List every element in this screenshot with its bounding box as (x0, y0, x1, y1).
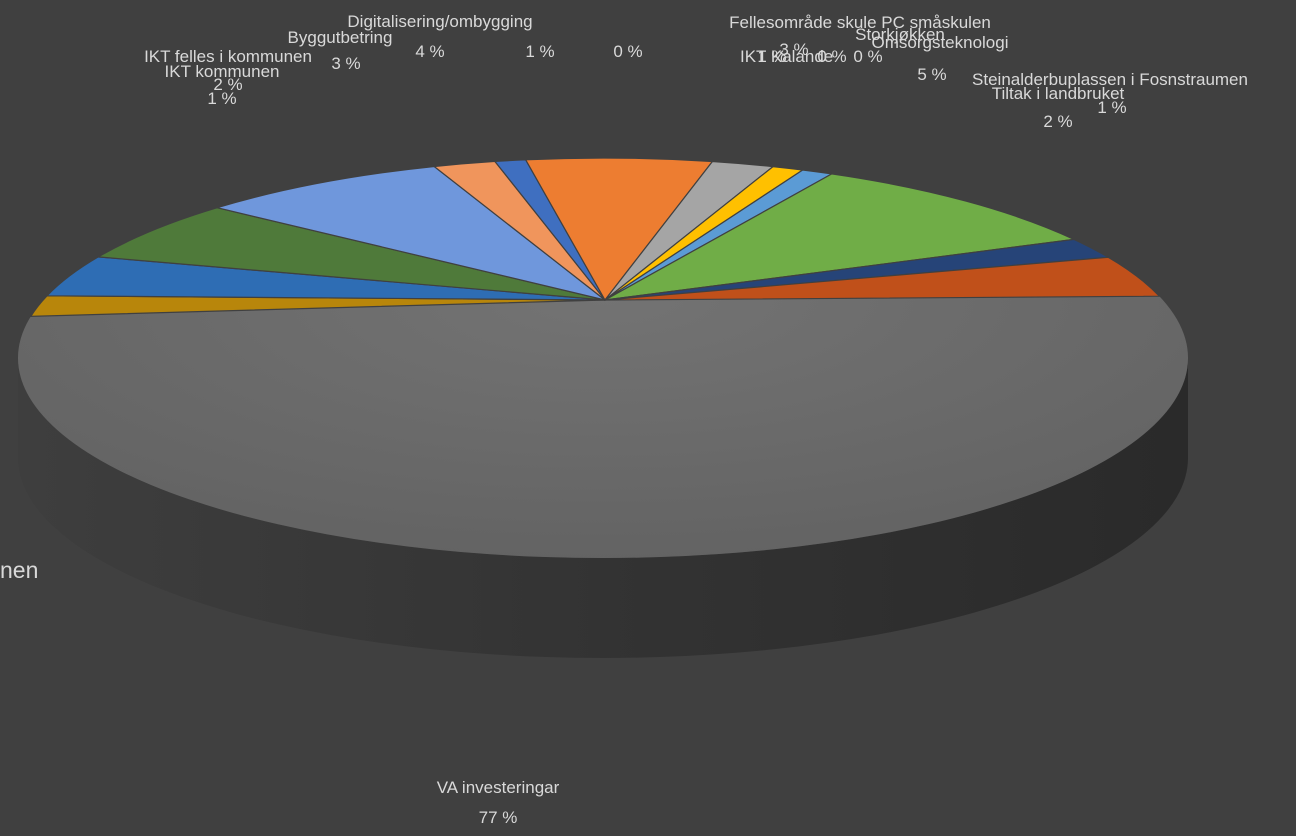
label-kalande-pct: 1 % (757, 47, 786, 66)
label-digitalisering-pct: 1 % (525, 42, 554, 61)
label-ikt-kommunen: IKT kommunen (165, 62, 280, 81)
label-va-pct: 77 % (479, 808, 518, 827)
label-omsorg-pct: 5 % (917, 65, 946, 84)
label-ikt-kommunen-pct: 1 % (207, 89, 236, 108)
label-tennisbane-pct: 0 % (613, 42, 642, 61)
label-kjerringsrud-pct: 4 % (415, 42, 444, 61)
pie-top-faces (18, 158, 1188, 558)
label-tiltak: Tiltak i landbruket (992, 84, 1125, 103)
label-byggutbetring-pct: 3 % (331, 54, 360, 73)
label-storkjokken-pct: 0 % (817, 47, 846, 66)
label-va: VA investeringar (437, 778, 560, 797)
label-digitalisering: Digitalisering/ombygging (347, 12, 532, 31)
label-omsorg: Omsorgsteknologi (871, 33, 1008, 52)
label-tiltak-pct: 2 % (1043, 112, 1072, 131)
label-cut-left: nen (0, 557, 38, 583)
